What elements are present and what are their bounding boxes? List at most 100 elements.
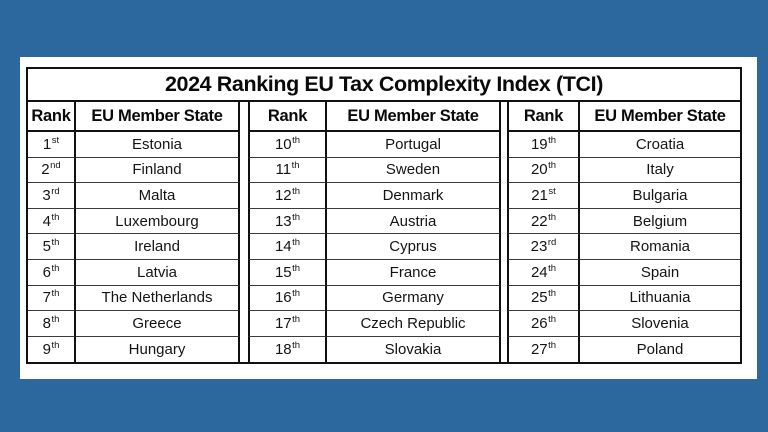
column-gap [501,183,507,209]
column-gap [501,157,507,184]
column-gap [240,285,248,312]
state-cell: Czech Republic [327,311,501,337]
column-gap [240,336,248,363]
state-cell: France [327,259,501,286]
rank-cell: 23rd [507,234,580,260]
rank-ordinal: 22th [530,211,557,230]
state-cell: Romania [580,234,740,260]
column-gap [240,183,248,209]
column-gap [240,234,248,260]
rank-header: Rank [507,102,580,132]
state-header: EU Member State [76,102,240,132]
slide-card: 2024 Ranking EU Tax Complexity Index (TC… [20,57,757,379]
column-gap [501,234,507,260]
state-cell: Finland [76,157,240,184]
column-gap [240,132,248,158]
state-cell: Poland [636,341,684,359]
rank-ordinal: 15th [274,262,301,281]
rank-cell: 5th [28,234,76,260]
column-gap [240,311,248,337]
rank-ordinal: 23rd [530,237,557,256]
table-title: 2024 Ranking EU Tax Complexity Index (TC… [28,69,740,102]
rank-ordinal: 14th [274,237,301,256]
column-gap [501,285,507,312]
rank-cell: 15th [248,259,327,286]
state-cell: Latvia [76,259,240,286]
rank-header: Rank [28,102,76,132]
table-grid: Rank EU Member State Rank EU Member Stat… [28,102,740,363]
rank-ordinal: 1st [42,134,60,153]
state-cell: Spain [580,260,740,286]
rank-cell: 25th [507,285,580,312]
state-cell: Malta [76,183,240,209]
rank-ordinal: 24th [530,262,557,281]
state-cell: Ireland [76,234,240,260]
rank-ordinal: 2nd [41,160,61,179]
state-cell: Luxembourg [76,208,240,235]
rank-ordinal: 25th [530,288,557,307]
rank-cell: 24th [507,259,580,286]
rank-ordinal: 5th [42,237,60,256]
rank-cell: 17th [248,311,327,337]
column-gap [501,336,507,363]
state-cell: Italy [580,158,740,184]
tci-table: 2024 Ranking EU Tax Complexity Index (TC… [26,67,742,365]
rank-ordinal: 10th [274,134,301,153]
rank-ordinal: 26th [530,313,557,332]
rank-ordinal: 8th [42,313,60,332]
rank-ordinal: 11th [275,160,300,179]
rank-cell: 22th [507,208,580,235]
state-cell: Hungary [76,336,240,363]
state-cell: Estonia [76,132,240,158]
state-cell: Bulgaria [580,183,740,209]
rank-cell: 12th [248,183,327,209]
rank-ordinal: 3rd [42,185,60,204]
rank-cell: 16th [248,285,327,312]
rank-cell: 6th [28,259,76,286]
state-cell: Slovakia [327,336,501,363]
state-cell: Portugal [327,132,501,158]
rank-ordinal: 6th [42,262,60,281]
state-cell: Germany [327,285,501,312]
column-gap [501,102,507,132]
rank-ordinal: 12th [274,185,301,204]
state-cell: Belgium [580,209,740,235]
column-gap [501,259,507,286]
rank-ordinal: 16th [274,288,301,307]
state-cell: Lithuania [580,286,740,312]
rank-cell: 4th [28,208,76,235]
rank-header: Rank [248,102,327,132]
state-cell: Denmark [327,183,501,209]
column-gap [240,102,248,132]
rank-ordinal: 7th [42,288,60,307]
column-gap [501,132,507,158]
state-cell: Cyprus [327,234,501,260]
rank-cell: 13th [248,208,327,235]
rank-cell: 1st [28,132,76,158]
rank-ordinal: 17th [274,313,301,332]
rank-ordinal: 13th [274,211,301,230]
state-cell: Croatia [580,132,740,158]
rank-cell: 10th [248,132,327,158]
rank-cell: 27th [507,336,580,363]
rank-cell: 9th [28,336,76,363]
state-cell: Slovenia [580,311,740,337]
state-cell: The Netherlands [76,285,240,312]
rank-cell: 7th [28,285,76,312]
rank-cell: 20th [507,157,580,184]
column-gap [240,157,248,184]
rank-ordinal: 21st [531,185,556,204]
column-gap [501,311,507,337]
column-gap [240,259,248,286]
rank-cell: 2nd [28,157,76,184]
rank-ordinal: 4th [42,211,60,230]
state-header: EU Member State [327,102,501,132]
rank-ordinal: 9th [42,340,60,359]
rank-ordinal: 27th [530,340,557,359]
rank-cell: 18th [248,336,327,363]
state-cell: Sweden [327,157,501,184]
rank-ordinal: 18th [274,340,301,359]
rank-cell: 21st [507,183,580,209]
rank-ordinal: 20th [530,160,557,179]
